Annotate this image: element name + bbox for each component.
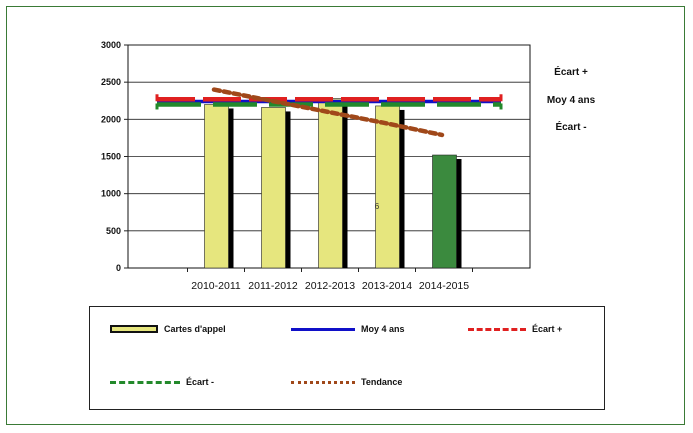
line-tendance [211, 87, 445, 138]
bar [432, 154, 457, 269]
annotation-label: Écart + [554, 65, 588, 78]
y-tick-label: 1500 [101, 152, 121, 162]
legend: Cartes d'appel Moy 4 ans Écart + Écart -… [89, 306, 605, 410]
annotation-label: 6 [375, 202, 380, 211]
y-tick-label: 500 [106, 226, 121, 236]
bar [318, 98, 343, 269]
legend-item-cartes: Cartes d'appel [110, 324, 226, 334]
bar [261, 107, 286, 269]
legend-item-ecart-plus: Écart + [468, 324, 562, 334]
legend-swatch-line [291, 327, 355, 331]
legend-label: Cartes d'appel [164, 324, 226, 334]
bar [375, 105, 400, 269]
y-tick-label: 3000 [101, 40, 121, 50]
y-tick-label: 2000 [101, 114, 121, 124]
y-tick-label: 1000 [101, 189, 121, 199]
annotation-label: Écart - [555, 120, 586, 133]
legend-label: Tendance [361, 377, 403, 387]
legend-swatch-dash [468, 327, 526, 331]
x-tick-label: 2014-2015 [419, 280, 469, 292]
y-tick-label: 0 [116, 263, 121, 273]
legend-label: Écart - [186, 377, 215, 387]
x-tick-label: 2010-2011 [191, 280, 241, 292]
legend-item-tendance: Tendance [291, 377, 402, 387]
legend-item-moy: Moy 4 ans [291, 324, 405, 334]
bar [204, 104, 229, 269]
legend-label: Moy 4 ans [361, 324, 405, 334]
legend-swatch-dotted [291, 380, 355, 384]
legend-swatch-dash [110, 380, 180, 384]
annotation-label: Moy 4 ans [547, 95, 596, 106]
x-tick-label: 2012-2013 [305, 280, 355, 292]
x-tick-label: 2011-2012 [248, 280, 298, 292]
y-tick-label: 2500 [101, 77, 121, 87]
legend-item-ecart-minus: Écart - [110, 377, 214, 387]
legend-label: Écart + [532, 324, 563, 334]
legend-swatch-bar [110, 325, 158, 333]
x-tick-label: 2013-2014 [362, 280, 412, 292]
